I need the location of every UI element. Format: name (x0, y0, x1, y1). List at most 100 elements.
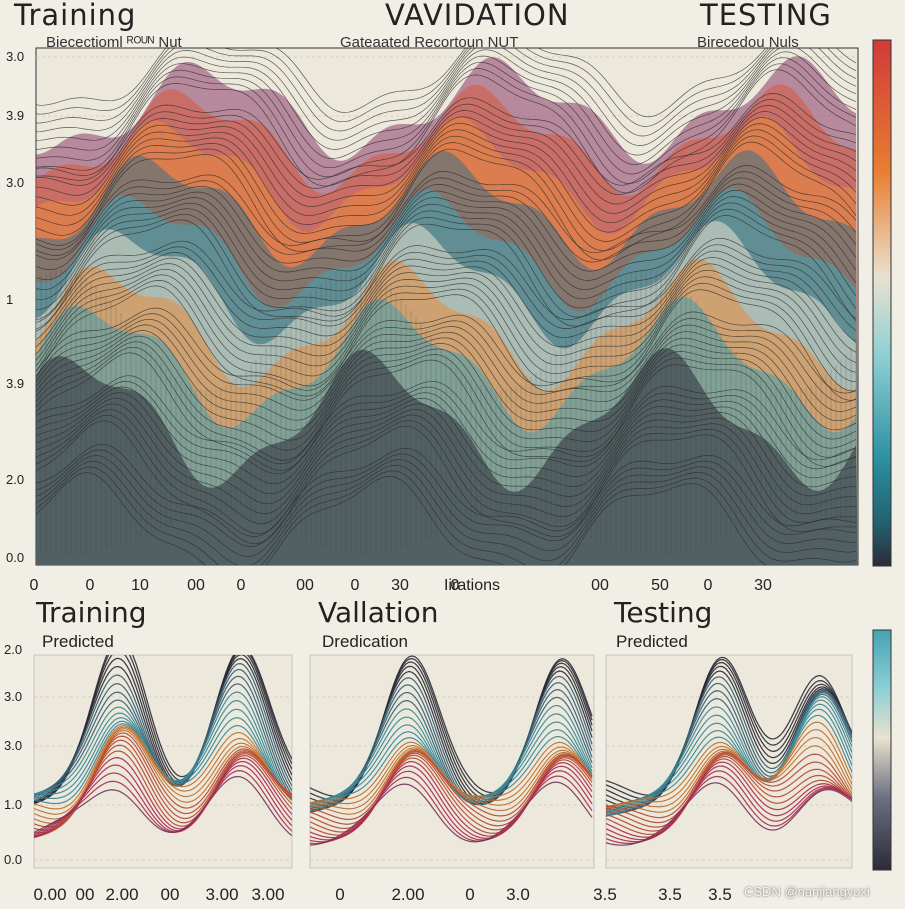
bottom-xtick: 2.00 (391, 885, 424, 904)
top-contour-line (36, 177, 857, 272)
top-contour-line (36, 69, 857, 194)
bottom-xtick: 0 (465, 885, 474, 904)
bottom-ytick: 0.0 (4, 852, 22, 867)
top-contour-line (36, 183, 857, 281)
top-xtick: 0 (451, 577, 460, 594)
bottom-contour-line (606, 729, 852, 809)
bottom-contour-line (606, 657, 852, 796)
top-xlabel: Iirations (444, 577, 500, 594)
top-contour-line (36, 409, 857, 525)
top-contour-line (36, 392, 857, 495)
top-xtick: 00 (187, 577, 205, 594)
bottom-xtick: 00 (76, 885, 95, 904)
bottom-contour-line (606, 694, 852, 815)
top-contour-line (36, 443, 857, 537)
top-xtick: 0 (704, 577, 713, 594)
top-contour-line (36, 307, 857, 394)
top-contour-line (36, 48, 857, 156)
top-ytick: 3.0 (6, 49, 24, 64)
top-xtick: 10 (131, 577, 149, 594)
bottom-contour-line (310, 765, 593, 841)
top-ytick: 3.9 (6, 376, 24, 391)
top-contour-line (36, 117, 857, 224)
bottom-ytick: 1.0 (4, 797, 22, 812)
top-subtitle-validation: Gateaated Recortoun NUT (340, 34, 519, 51)
top-contour-line (36, 105, 857, 205)
top-ytick: 3.0 (6, 175, 24, 190)
bottom-contour-line (606, 715, 852, 813)
bottom-subtitle-testing: Predicted (616, 632, 688, 651)
top-contour-line (36, 346, 857, 461)
top-xtick: 0 (237, 577, 246, 594)
bottom-contour-line (606, 758, 852, 835)
bottom-subtitle-training: Predicted (42, 632, 114, 651)
top-contour-line (36, 123, 857, 233)
bottom-contour-line (606, 752, 852, 818)
top-contour-line (36, 48, 857, 127)
top-contour-line (36, 381, 857, 475)
bottom-contour-line (606, 756, 852, 832)
bottom-contour-line (34, 770, 292, 835)
top-contour-line (36, 472, 767, 565)
top-contour-line (36, 57, 857, 175)
top-contour-line (36, 466, 857, 565)
top-title-training: Training (14, 0, 137, 32)
bottom-title-validation: Vallation (318, 596, 439, 629)
bottom-contour-line (606, 721, 852, 811)
top-xtick: 30 (391, 577, 409, 594)
bottom-contour-line (606, 761, 852, 838)
bottom-contour-line (310, 775, 593, 844)
bottom-xtick: 00 (161, 885, 180, 904)
top-contour-line (36, 202, 857, 311)
bottom-contour-line (606, 782, 852, 846)
top-contour-line (36, 313, 857, 403)
bottom-title-training: Training (36, 596, 147, 629)
top-title-testing: TESTING (700, 0, 832, 32)
top-xtick: 0 (30, 577, 39, 594)
top-contour-line (36, 403, 856, 515)
top-contour-line (36, 48, 857, 137)
top-ytick: 0.0 (6, 550, 24, 565)
bottom-xtick: 3.00 (251, 885, 284, 904)
top-contour-line (36, 352, 857, 471)
top-xtick: 00 (591, 577, 609, 594)
top-contour-line (36, 285, 857, 401)
bottom-xtick: 3.5 (658, 885, 682, 904)
bottom-wave-group (310, 655, 593, 846)
top-ytick: 1 (6, 292, 13, 307)
top-contour-line (36, 335, 857, 441)
top-contour-line (36, 250, 857, 342)
bottom-title-testing: Testing (614, 596, 713, 629)
top-contour-line (36, 257, 857, 353)
top-contour-line (36, 318, 857, 412)
top-contour-line (36, 63, 857, 184)
top-contour-line (36, 375, 857, 465)
top-contour-line (36, 341, 857, 451)
top-contour-line (36, 274, 857, 383)
top-contour-line (36, 244, 857, 332)
bottom-ytick: 3.0 (4, 738, 22, 753)
bottom-contour-line (606, 754, 852, 828)
bottom-contour-line (606, 737, 852, 808)
bottom-xtick: 3.5 (708, 885, 732, 904)
bottom-contour-line (310, 781, 593, 846)
bottom-plot-frame (605, 654, 853, 869)
watermark: CSDN @nanjiangyuxi (744, 884, 870, 899)
top-xtick: 00 (296, 577, 314, 594)
top-contour-line (36, 280, 857, 392)
top-contour-line (36, 386, 857, 485)
bottom-ytick: 3.0 (4, 689, 22, 704)
top-ytick: 2.0 (6, 472, 24, 487)
top-contour-line (36, 263, 857, 363)
bottom-subtitle-validation: Dredication (322, 632, 408, 651)
top-contour-line (36, 171, 857, 263)
top-wave-chart: 3.03.93.013.92.00.00 0 10 00 0 00 0 30 0 00 50 0 30I… (6, 39, 892, 594)
top-contour-line (36, 51, 857, 165)
bottom-contour-line (34, 776, 292, 836)
bottom-contour-line (310, 770, 593, 843)
top-contour-line (36, 330, 857, 431)
top-contour-line (36, 455, 857, 557)
top-contour-line (36, 215, 857, 330)
bottom-contour-line (606, 776, 852, 844)
bottom-contour-line (310, 751, 593, 825)
